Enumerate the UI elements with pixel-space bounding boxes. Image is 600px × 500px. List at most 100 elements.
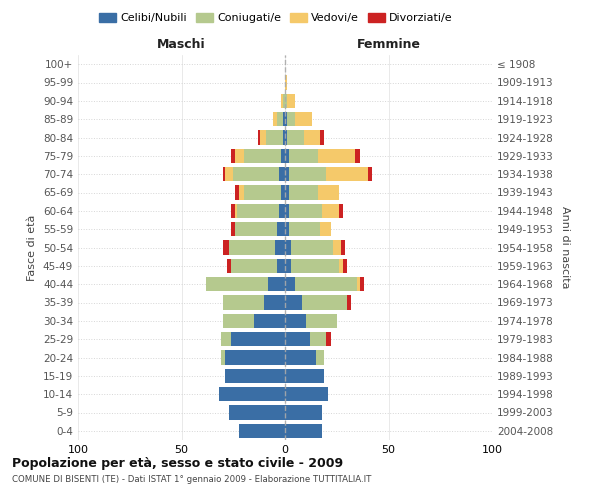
Bar	[285, 258, 347, 273]
Bar	[223, 314, 285, 328]
Bar	[283, 112, 285, 126]
Bar	[285, 186, 289, 200]
Bar	[285, 94, 295, 108]
Bar	[231, 332, 285, 346]
Bar	[231, 258, 285, 273]
Bar	[285, 387, 328, 402]
Bar	[244, 186, 285, 200]
Bar	[285, 76, 287, 90]
Text: Maschi: Maschi	[157, 38, 206, 52]
Bar	[229, 406, 285, 419]
Bar	[281, 186, 285, 200]
Bar	[285, 277, 295, 291]
Bar	[229, 406, 285, 419]
Bar	[223, 296, 285, 310]
Bar	[285, 130, 287, 144]
Bar	[229, 240, 285, 254]
Bar	[225, 368, 285, 383]
Bar	[285, 350, 325, 364]
Bar	[285, 406, 322, 419]
Bar	[235, 148, 285, 163]
Bar	[285, 296, 347, 310]
Y-axis label: Fasce di età: Fasce di età	[28, 214, 37, 280]
Bar	[223, 314, 285, 328]
Bar	[285, 368, 325, 383]
Bar	[272, 112, 285, 126]
Bar	[285, 424, 322, 438]
Bar	[277, 112, 285, 126]
Bar	[244, 148, 285, 163]
Bar	[285, 204, 289, 218]
Bar	[235, 222, 285, 236]
Bar	[285, 204, 343, 218]
Bar	[285, 94, 287, 108]
Bar	[285, 148, 289, 163]
Bar	[225, 167, 285, 182]
Bar	[223, 240, 285, 254]
Bar	[227, 258, 285, 273]
Bar	[285, 240, 332, 254]
Bar	[285, 240, 291, 254]
Bar	[283, 94, 285, 108]
Bar	[223, 296, 285, 310]
Bar	[285, 112, 287, 126]
Bar	[231, 204, 285, 218]
Bar	[285, 332, 331, 346]
Bar	[239, 424, 285, 438]
Bar	[285, 368, 325, 383]
Bar	[285, 130, 320, 144]
Bar	[229, 406, 285, 419]
Bar	[281, 148, 285, 163]
Bar	[285, 406, 322, 419]
Bar	[285, 222, 320, 236]
Bar	[285, 314, 337, 328]
Bar	[285, 130, 304, 144]
Bar	[285, 186, 339, 200]
Bar	[221, 332, 285, 346]
Bar	[239, 186, 285, 200]
Bar	[285, 186, 339, 200]
Bar	[221, 350, 285, 364]
Bar	[285, 350, 325, 364]
Bar	[285, 406, 322, 419]
Bar	[281, 94, 285, 108]
Bar	[285, 167, 372, 182]
Bar	[285, 387, 328, 402]
Bar	[285, 112, 312, 126]
Bar	[233, 167, 285, 182]
Bar	[285, 76, 287, 90]
Bar	[225, 368, 285, 383]
Bar	[285, 148, 318, 163]
Bar	[285, 387, 328, 402]
Bar	[275, 240, 285, 254]
Bar	[285, 424, 322, 438]
Bar	[229, 406, 285, 419]
Y-axis label: Anni di nascita: Anni di nascita	[560, 206, 570, 289]
Bar	[285, 258, 339, 273]
Bar	[285, 314, 337, 328]
Bar	[285, 387, 328, 402]
Bar	[285, 148, 359, 163]
Bar	[231, 148, 285, 163]
Bar	[285, 314, 337, 328]
Bar	[283, 130, 285, 144]
Bar	[285, 332, 310, 346]
Bar	[285, 258, 343, 273]
Bar	[229, 240, 285, 254]
Bar	[239, 424, 285, 438]
Bar	[285, 222, 289, 236]
Bar	[285, 277, 358, 291]
Bar	[235, 186, 285, 200]
Bar	[266, 130, 285, 144]
Text: COMUNE DI BISENTI (TE) - Dati ISTAT 1° gennaio 2009 - Elaborazione TUTTITALIA.IT: COMUNE DI BISENTI (TE) - Dati ISTAT 1° g…	[12, 475, 371, 484]
Bar	[285, 186, 318, 200]
Bar	[285, 240, 345, 254]
Bar	[285, 424, 322, 438]
Bar	[285, 368, 325, 383]
Bar	[285, 296, 302, 310]
Bar	[221, 350, 285, 364]
Bar	[260, 130, 285, 144]
Bar	[223, 167, 285, 182]
Bar	[231, 258, 285, 273]
Bar	[285, 296, 351, 310]
